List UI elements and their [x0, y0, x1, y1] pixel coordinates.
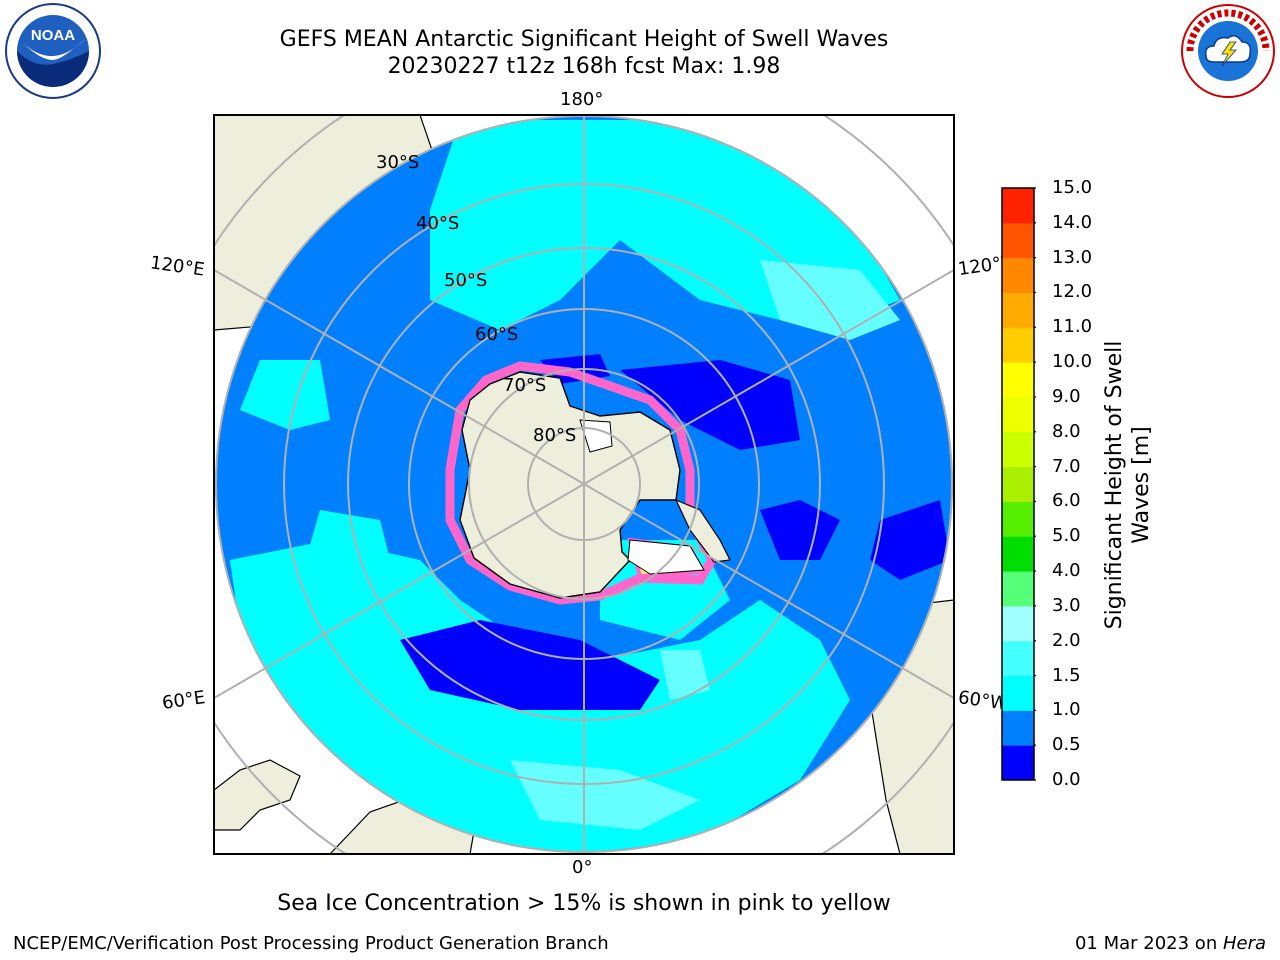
colorbar-tick-label: 4.0	[1052, 560, 1081, 582]
colorbar-segment	[1002, 745, 1034, 781]
colorbar-tick-label: 1.5	[1052, 664, 1081, 686]
lat-label-50s: 50°S	[444, 270, 488, 291]
colorbar-tick-label: 15.0	[1052, 177, 1093, 198]
noaa-logo-text: NOAA	[31, 27, 75, 44]
nws-logo	[1181, 4, 1275, 98]
colorbar-tick-label: 10.0	[1052, 351, 1093, 373]
colorbar-segment	[1002, 536, 1034, 572]
colorbar-tick-label: 12.0	[1052, 281, 1093, 303]
noaa-logo: NOAA	[5, 3, 101, 99]
chart-title: GEFS MEAN Antarctic Significant Height o…	[279, 27, 889, 52]
colorbar-segment	[1002, 466, 1034, 502]
colorbar-segment	[1002, 501, 1034, 537]
colorbar-label-line1: Significant Height of Swell	[1102, 340, 1127, 630]
colorbar-segment	[1002, 431, 1034, 468]
colorbar-tick-label: 14.0	[1052, 211, 1093, 233]
lat-label-60s: 60°S	[475, 324, 519, 345]
lat-label-40s: 40°S	[416, 213, 460, 234]
colorbar-segment	[1002, 571, 1034, 607]
colorbar-segment	[1002, 222, 1034, 259]
colorbar-tick-label: 6.0	[1052, 490, 1081, 512]
lon-label-bottom: 0°	[572, 857, 593, 878]
colorbar-segment	[1002, 362, 1034, 398]
colorbar-tick-label: 9.0	[1052, 385, 1081, 407]
colorbar-segment	[1002, 396, 1034, 433]
chart-subtitle: 20230227 t12z 168h fcst Max: 1.98	[387, 54, 781, 79]
colorbar-segment	[1002, 605, 1034, 642]
colorbar-tick-label: 13.0	[1052, 246, 1093, 268]
colorbar-segment	[1002, 640, 1034, 677]
colorbar-tick-label: 0.5	[1052, 734, 1081, 756]
colorbar-tick-label: 11.0	[1052, 316, 1093, 338]
colorbar-tick-label: 3.0	[1052, 594, 1081, 616]
colorbar-segment	[1002, 327, 1034, 363]
colorbar-tick-label: 5.0	[1052, 525, 1081, 547]
colorbar-tick-label: 1.0	[1052, 699, 1081, 721]
map-frame	[213, 114, 955, 855]
colorbar-label-line2: Waves [m]	[1129, 426, 1154, 544]
colorbar-segment	[1002, 675, 1034, 711]
colorbar	[1001, 187, 1036, 781]
colorbar-segment	[1002, 257, 1034, 293]
colorbar-tick-label: 2.0	[1052, 629, 1081, 651]
footer-date-text: 01 Mar 2023 on	[1074, 933, 1223, 954]
lat-label-30s: 30°S	[376, 152, 420, 173]
colorbar-tick-label: 7.0	[1052, 455, 1081, 477]
lat-label-70s: 70°S	[503, 375, 547, 396]
footer-branch: NCEP/EMC/Verification Post Processing Pr…	[13, 933, 609, 954]
lon-label-top: 180°	[560, 89, 604, 110]
footer-date: 01 Mar 2023 on Hera	[1075, 933, 1266, 954]
sea-ice-note: Sea Ice Concentration > 15% is shown in …	[277, 891, 891, 916]
colorbar-segment	[1002, 710, 1034, 746]
footer-machine: Hera	[1222, 933, 1266, 954]
colorbar-tick-label: 0.0	[1052, 769, 1081, 790]
colorbar-label: Significant Height of Swell Waves [m]	[1101, 275, 1155, 695]
lat-label-80s: 80°S	[533, 425, 577, 446]
colorbar-segment	[1002, 292, 1034, 328]
colorbar-tick-label: 8.0	[1052, 420, 1081, 442]
colorbar-frame	[1001, 187, 1035, 781]
colorbar-segment	[1002, 188, 1034, 224]
